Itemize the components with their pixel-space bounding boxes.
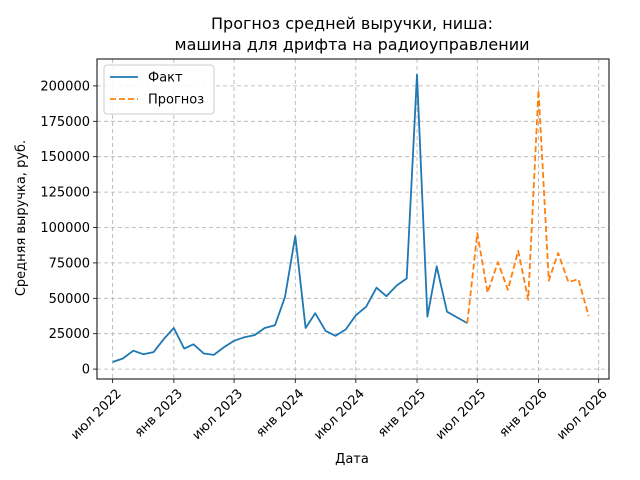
chart-title-line-2: машина для дрифта на радиоуправлении bbox=[175, 35, 530, 54]
series-group bbox=[112, 73, 590, 363]
y-tick-label: 200000 bbox=[40, 79, 90, 94]
series-line-fact bbox=[112, 73, 468, 363]
legend: Факт Прогноз bbox=[103, 64, 215, 115]
y-tick-label: 150000 bbox=[40, 150, 90, 165]
legend-label: Прогноз bbox=[148, 93, 204, 108]
chart-title-line-1: Прогноз средней выручки, ниша: bbox=[211, 14, 493, 33]
y-tick-label: 100000 bbox=[40, 221, 90, 236]
y-axis: 0 25000 50000 75000 100000 125000 150000 175000… bbox=[40, 79, 97, 378]
series-line-forecast bbox=[466, 89, 590, 324]
y-axis-label: Средняя выручка, руб. bbox=[14, 140, 29, 296]
y-tick-label: 0 bbox=[82, 363, 90, 378]
y-tick-label: 75000 bbox=[49, 256, 90, 271]
y-tick-label: 50000 bbox=[49, 292, 90, 307]
x-axis-label: Дата bbox=[335, 452, 369, 467]
plot-frame bbox=[96, 58, 610, 380]
y-tick-label: 175000 bbox=[40, 115, 90, 130]
y-tick-label: 25000 bbox=[49, 327, 90, 342]
y-tick-label: 125000 bbox=[40, 186, 90, 201]
legend-label: Факт bbox=[148, 71, 183, 86]
